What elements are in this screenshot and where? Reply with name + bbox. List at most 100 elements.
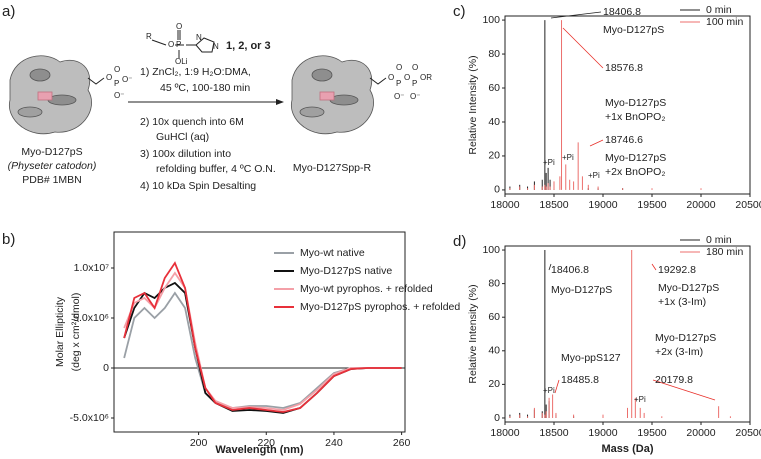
x-tick-label: 18500 [539, 427, 568, 439]
legend-label: Myo-wt native [300, 247, 365, 259]
tail [87, 77, 105, 85]
atom: O [168, 40, 174, 49]
atom: O⁻ [114, 91, 124, 100]
annotation: +2x BnOPO₂ [605, 166, 665, 178]
protein-label: Myo-D127Spp-R [293, 162, 372, 174]
atom: P [114, 79, 119, 88]
y-tick-label: 0 [494, 412, 500, 424]
protein-label: PDB# 1MBN [22, 174, 82, 186]
annotation: Myo-D127pS [605, 152, 666, 164]
y-tick-label: 100 [482, 14, 500, 26]
leader-line [548, 263, 552, 271]
y-tick-label: 40 [488, 345, 500, 357]
y-tick-label: -5.0x10⁶ [70, 412, 109, 424]
arrowhead [276, 99, 284, 105]
annotation: Myo-D127pS [605, 97, 666, 109]
atom: O [412, 63, 418, 72]
legend-label: Myo-D127pS pyrophos. + refolded [300, 301, 460, 313]
annotation: +Pi [634, 395, 646, 404]
annotation: +Pi [543, 386, 555, 395]
y-tick-label: 20 [488, 150, 500, 162]
annotation: 19292.8 [658, 264, 696, 276]
x-tick-label: 200 [190, 437, 208, 449]
x-tick-label: 19500 [637, 427, 666, 439]
y-tick-label: 80 [488, 277, 500, 289]
x-tick-label: 20000 [686, 199, 715, 211]
atom: P [396, 79, 401, 88]
legend-label: 100 min [706, 16, 744, 28]
step: 45 ºC, 100-180 min [160, 82, 250, 94]
atom: O [176, 22, 182, 31]
legend-label: 0 min [706, 4, 732, 16]
step: 3) 100x dilution into [140, 148, 231, 160]
legend-label: Myo-D127pS native [300, 265, 392, 277]
leader-line [562, 27, 604, 69]
panel-label: b) [2, 231, 15, 248]
x-tick-label: 220 [258, 437, 276, 449]
plot-frame [504, 245, 751, 423]
y-tick-label: 1.0x10⁷ [74, 262, 110, 274]
atom: O⁻ [394, 92, 404, 101]
leader-line [554, 379, 560, 394]
protein-label: (Physeter catodon) [8, 160, 97, 172]
step: refolding buffer, 4 ºC O.N. [156, 163, 276, 175]
y-axis-label: (deg x cm²/dmol) [70, 293, 82, 372]
annotation: +1x BnOPO₂ [605, 111, 665, 123]
x-tick-label: 18000 [490, 427, 519, 439]
series-line [123, 261, 402, 413]
plot-frame [504, 15, 751, 195]
x-tick-label: 240 [325, 437, 343, 449]
atom: O [114, 65, 120, 74]
series-line [123, 271, 402, 411]
atom: OR [420, 73, 432, 82]
atom: P [176, 40, 181, 49]
annotation: Myo-D127pS [655, 332, 716, 344]
annotation: 18406.8 [603, 6, 641, 18]
annotation: Myo-ppS127 [561, 352, 621, 364]
protein [291, 55, 374, 135]
leader-line [651, 263, 657, 271]
annotation: +1x (3-Im) [658, 296, 706, 308]
leader-line [589, 139, 604, 147]
step: 4) 10 kDa Spin Desalting [140, 180, 256, 192]
annotation: 18576.8 [605, 62, 643, 74]
reagent-label: 1, 2, or 3 [226, 40, 271, 52]
legend-label: 0 min [706, 234, 732, 246]
y-axis-label: Relative Intensity (%) [467, 284, 479, 383]
atom: P [412, 79, 417, 88]
atom: O⁻ [122, 75, 132, 84]
x-tick-label: 20000 [686, 427, 715, 439]
atom: N [196, 33, 202, 42]
protein-label: Myo-D127pS [21, 146, 82, 158]
annotation: Myo-D127pS [658, 282, 719, 294]
y-tick-label: 5.0x10⁶ [73, 312, 109, 324]
annotation: +Pi [543, 158, 555, 167]
y-tick-label: 60 [488, 82, 500, 94]
atom: O [404, 73, 410, 82]
annotation: +Pi [588, 171, 600, 180]
annotation: Myo-D127pS [551, 284, 612, 296]
step: 2) 10x quench into 6M [140, 116, 244, 128]
annotation: +2x (3-Im) [655, 346, 703, 358]
leader-line [550, 11, 602, 19]
legend-label: Myo-wt pyrophos. + refolded [300, 283, 433, 295]
panel-label: c) [453, 3, 466, 20]
x-axis-label: Wavelength (nm) [215, 444, 304, 456]
legend-label: 180 min [706, 246, 744, 258]
y-tick-label: 0 [494, 184, 500, 196]
x-tick-label: 18000 [490, 199, 519, 211]
y-axis-label: Molar Ellipticity [54, 296, 66, 367]
y-tick-label: 60 [488, 311, 500, 323]
annotation: +Pi [562, 153, 574, 162]
x-tick-label: 19000 [588, 427, 617, 439]
x-tick-label: 18500 [539, 199, 568, 211]
atom: O [106, 73, 112, 82]
atom: O [388, 73, 394, 82]
panel-label: a) [2, 3, 15, 20]
protein [9, 55, 92, 135]
x-tick-label: 19500 [637, 199, 666, 211]
